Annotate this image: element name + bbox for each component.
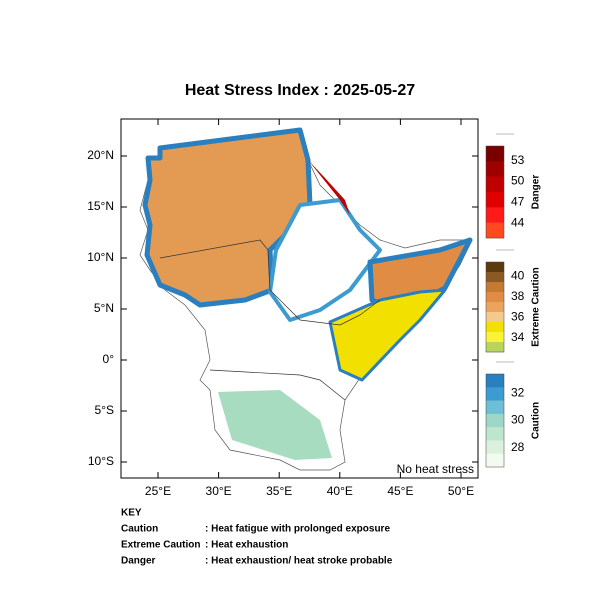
legend-swatch bbox=[486, 400, 504, 415]
lat-tick-label: 20°N bbox=[87, 148, 114, 162]
lon-tick-label: 30°E bbox=[206, 484, 232, 498]
legend-tick-label: 38 bbox=[511, 289, 525, 303]
borders bbox=[209, 369, 346, 401]
key-heading: KEY bbox=[121, 508, 142, 519]
lat-tick-label: 10°S bbox=[88, 454, 114, 468]
note: No heat stress bbox=[397, 462, 474, 476]
legend-frame bbox=[485, 261, 505, 353]
legend-tick-label: 30 bbox=[511, 413, 525, 427]
lon-tick-label: 45°E bbox=[387, 484, 413, 498]
lon-tick-label: 35°E bbox=[266, 484, 292, 498]
legend-tick-label: 44 bbox=[511, 216, 525, 230]
lat-tick-label: 0° bbox=[103, 352, 115, 366]
legend-swatch bbox=[486, 207, 504, 223]
legend-tick-label: 40 bbox=[511, 268, 525, 282]
legend-swatch bbox=[486, 292, 504, 303]
legend-swatch bbox=[486, 176, 504, 193]
legend-swatch bbox=[486, 322, 504, 333]
key-term: Caution bbox=[121, 524, 158, 535]
legend-swatch bbox=[486, 387, 504, 401]
legend-swatch bbox=[486, 374, 504, 388]
legend-title: Extreme Caution bbox=[531, 267, 542, 346]
legend-swatch bbox=[486, 427, 504, 441]
legend-swatch bbox=[486, 342, 504, 353]
map bbox=[139, 127, 473, 471]
legend-tick-label: 28 bbox=[511, 440, 525, 454]
legend-tick-label: 34 bbox=[511, 330, 525, 344]
title: Heat Stress Index : 2025-05-27 bbox=[185, 82, 415, 99]
legend-swatch bbox=[486, 302, 504, 313]
lon-tick-label: 25°E bbox=[145, 484, 171, 498]
legend-swatch bbox=[486, 312, 504, 323]
legend-tick-label: 36 bbox=[511, 309, 525, 323]
orange-east bbox=[367, 237, 473, 315]
lon-tick-label: 50°E bbox=[448, 484, 474, 498]
key: KEY Caution : Heat fatigue with prolonged… bbox=[121, 508, 393, 567]
legend-swatch bbox=[486, 440, 504, 455]
legend-swatch bbox=[486, 272, 504, 283]
legend-swatch bbox=[486, 161, 504, 177]
legend-swatch bbox=[486, 282, 504, 293]
legend-swatch bbox=[486, 453, 504, 468]
key-desc: : Heat exhaustion/ heat stroke probable bbox=[205, 556, 393, 567]
legend-swatch bbox=[486, 332, 504, 343]
legend-swatch bbox=[486, 413, 504, 428]
borders bbox=[159, 239, 381, 326]
legend-swatch bbox=[486, 222, 504, 239]
lon-tick-label: 40°E bbox=[327, 484, 353, 498]
legend-tick-label: 53 bbox=[511, 153, 525, 167]
key-term: Extreme Caution bbox=[121, 540, 200, 551]
legend-title: Caution bbox=[531, 402, 542, 439]
key-desc: : Heat exhaustion bbox=[205, 540, 288, 551]
legend-swatch bbox=[486, 262, 504, 273]
legend-tick-label: 47 bbox=[511, 195, 525, 209]
key-term: Danger bbox=[121, 556, 156, 567]
lat-tick-label: 5°N bbox=[94, 301, 114, 315]
legend-swatch bbox=[486, 146, 504, 162]
key-desc: : Heat fatigue with prolonged exposure bbox=[205, 524, 390, 535]
lat-tick-label: 10°N bbox=[87, 250, 114, 264]
green-south bbox=[218, 390, 332, 460]
legend-swatch bbox=[486, 192, 504, 208]
lat-tick-label: 15°N bbox=[87, 199, 114, 213]
yellow-east bbox=[328, 288, 447, 382]
map-frame bbox=[120, 118, 479, 479]
lat-tick-label: 5°S bbox=[95, 403, 114, 417]
legend-title: Danger bbox=[531, 175, 542, 210]
legend-tick-label: 32 bbox=[511, 385, 525, 399]
legend-tick-label: 50 bbox=[511, 174, 525, 188]
legend-frame bbox=[485, 373, 505, 468]
legend-frame bbox=[485, 145, 505, 239]
